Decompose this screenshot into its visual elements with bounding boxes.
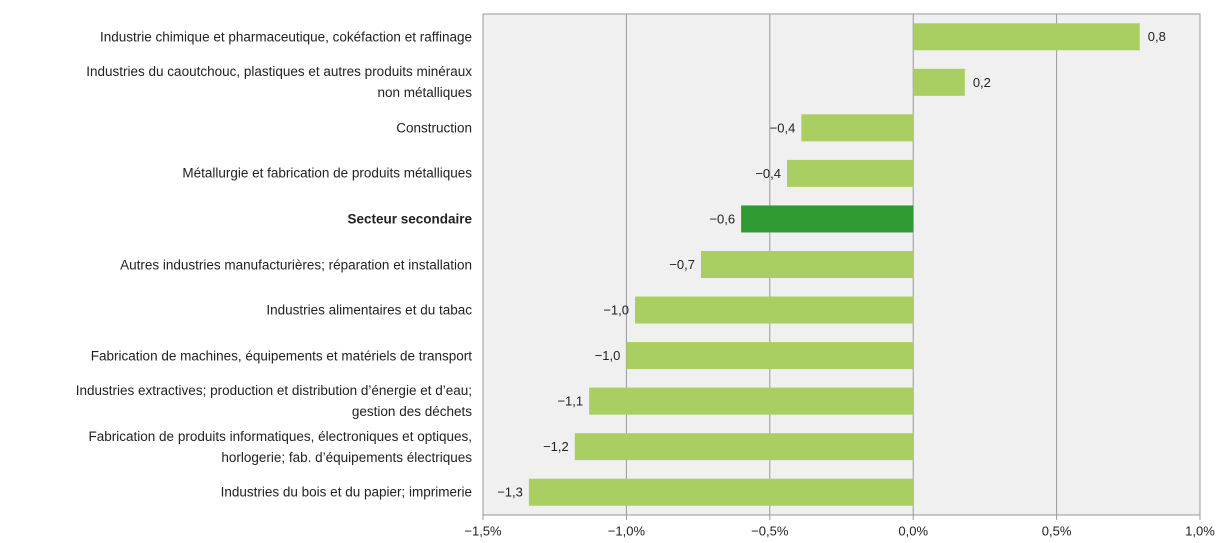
x-tick-label: 1,0% xyxy=(1185,523,1215,538)
value-label: 0,8 xyxy=(1148,29,1166,44)
value-label: 0,2 xyxy=(973,75,991,90)
category-label: Industries du caoutchouc, plastiques et … xyxy=(86,64,472,101)
category-label: Industrie chimique et pharmaceutique, co… xyxy=(100,29,472,45)
category-label: Industries extractives; production et di… xyxy=(75,383,472,420)
bar xyxy=(589,387,914,415)
x-tick-label: −0,5% xyxy=(751,523,789,538)
category-label: Autres industries manufacturières; répar… xyxy=(120,257,472,272)
value-label: −0,6 xyxy=(709,211,735,226)
category-label: Construction xyxy=(396,120,472,136)
bar xyxy=(801,114,914,142)
x-tick-label: 0,5% xyxy=(1042,523,1072,538)
value-label: −1,2 xyxy=(543,439,569,454)
value-label: −1,0 xyxy=(595,348,621,363)
bar xyxy=(626,342,914,370)
bar xyxy=(574,433,914,461)
bar xyxy=(700,251,914,278)
bar xyxy=(528,478,914,506)
value-label: −1,1 xyxy=(557,394,583,409)
bar xyxy=(741,205,914,233)
category-label: Industries du bois et du papier; imprime… xyxy=(220,484,472,500)
x-tick-label: −1,5% xyxy=(464,523,502,538)
bar xyxy=(787,159,914,187)
value-label: −0,4 xyxy=(755,166,781,181)
category-label: Secteur secondaire xyxy=(347,211,472,227)
bar xyxy=(913,23,1140,51)
bar xyxy=(913,68,965,96)
category-label: Industries alimentaires et du tabac xyxy=(266,302,472,318)
bar xyxy=(635,296,914,324)
category-label: Métallurgie et fabrication de produits m… xyxy=(182,165,472,181)
x-tick-label: 0,0% xyxy=(898,523,928,538)
x-tick-label: −1,0% xyxy=(608,523,646,538)
category-label: Fabrication de machines, équipements et … xyxy=(90,348,472,364)
value-label: −0,7 xyxy=(669,257,695,272)
value-label: −1,0 xyxy=(603,302,629,317)
category-label: Fabrication de produits informatiques, é… xyxy=(88,428,472,465)
value-label: −0,4 xyxy=(770,120,796,135)
value-label: −1,3 xyxy=(497,485,523,500)
